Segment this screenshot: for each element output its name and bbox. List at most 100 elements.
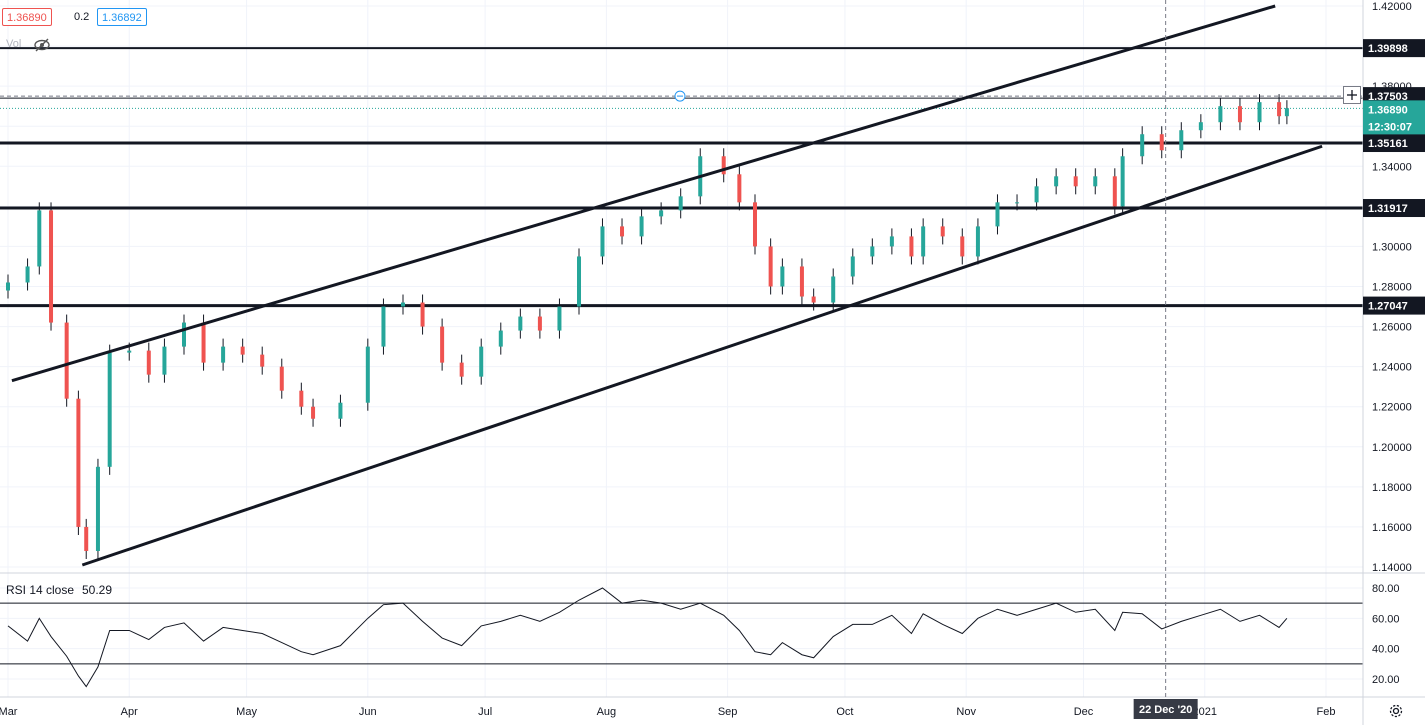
trendlines[interactable] <box>11 4 1323 567</box>
candle-up <box>1120 156 1125 207</box>
price-axis-tick-label: 1.34000 <box>1372 161 1412 173</box>
candle-down <box>279 366 284 391</box>
candle-down <box>201 322 206 363</box>
candle-down <box>146 350 151 375</box>
candle-up <box>381 306 386 347</box>
price-axis-tick-label: 1.18000 <box>1372 482 1412 494</box>
time-axis-tick-label: Nov <box>956 706 976 718</box>
candle-down <box>799 266 804 297</box>
candle-down <box>49 210 54 323</box>
level-price-label: 1.39898 <box>1368 43 1408 55</box>
candle-down <box>1277 102 1282 117</box>
rsi-axis-tick-label: 40.00 <box>1372 644 1400 656</box>
price-axis-tick-label: 1.24000 <box>1372 362 1412 374</box>
time-axis-tick-label: Dec <box>1074 706 1094 718</box>
price-labels: 1.39898 1.37503 1.35161 1.31917 1.27047 1.368… <box>1133 39 1425 719</box>
time-axis-tick-label: Aug <box>597 706 617 718</box>
candle-up <box>162 346 167 375</box>
candle-down <box>240 346 245 355</box>
candle-down <box>311 406 316 419</box>
candle-up <box>338 402 343 419</box>
candle-up <box>921 226 926 257</box>
time-axis-tick-label: Apr <box>121 706 138 718</box>
candle-down <box>1237 106 1242 123</box>
candle-down <box>620 226 625 237</box>
price-axis-tick-label: 1.16000 <box>1372 522 1412 534</box>
price-axis-tick-label: 1.28000 <box>1372 282 1412 294</box>
level-price-label: 1.27047 <box>1368 301 1408 313</box>
price-axis-tick-label: 1.20000 <box>1372 442 1412 454</box>
level-price-label: 1.37503 <box>1368 91 1408 103</box>
candle-down <box>537 316 542 331</box>
candle-up <box>1179 130 1184 151</box>
candle-down <box>1073 176 1078 187</box>
candle-up <box>1198 122 1203 131</box>
candle-down <box>459 362 464 377</box>
price-axis-tick-label: 1.30000 <box>1372 241 1412 253</box>
candle-down <box>811 296 816 303</box>
crosshair-date-label: 22 Dec '20 <box>1139 704 1192 716</box>
plus-icon[interactable] <box>1343 86 1361 104</box>
candle-up <box>557 306 562 331</box>
rsi-axis-tick-label: 20.00 <box>1372 674 1400 686</box>
candle-down <box>1159 134 1164 151</box>
candle-up <box>518 316 523 331</box>
last-price-label-bg <box>1363 100 1425 135</box>
candle-up <box>1054 176 1059 187</box>
level-price-label-bg <box>1363 296 1425 315</box>
rsi-line <box>7 587 1288 688</box>
candle-down <box>440 326 445 363</box>
candle-up <box>659 210 664 217</box>
candle-down <box>76 398 81 527</box>
ask-price-box[interactable]: 1.36892 <box>97 8 147 26</box>
candle-up <box>127 350 132 353</box>
candle-up <box>6 282 10 291</box>
candle-up <box>498 330 503 347</box>
price-axis-tick-label: 1.22000 <box>1372 402 1412 414</box>
candle-down <box>1112 176 1117 207</box>
candlestick-series <box>6 94 1289 559</box>
candle-up <box>577 256 582 307</box>
time-axis-tick-label: Oct <box>836 706 853 718</box>
bid-price-box[interactable]: 1.36890 <box>2 8 52 26</box>
rsi-indicator-title[interactable]: RSI 14 close <box>6 583 75 597</box>
eye-hidden-icon[interactable] <box>33 38 51 52</box>
candle-up <box>831 276 836 303</box>
candle-up <box>639 216 644 237</box>
price-axis-tick-label: 1.26000 <box>1372 322 1412 334</box>
horizontal-levels[interactable] <box>0 47 1363 308</box>
candle-up <box>25 266 30 283</box>
rsi-axis-tick-label: 80.00 <box>1372 583 1400 595</box>
candle-down <box>737 174 742 203</box>
last-price-label: 1.36890 <box>1368 104 1408 116</box>
candle-up <box>870 246 875 257</box>
candle-down <box>260 354 265 367</box>
candle-down <box>299 390 304 407</box>
level-price-label-bg <box>1363 199 1425 218</box>
candle-up <box>401 302 406 307</box>
candle-down <box>768 246 773 287</box>
candle-up <box>850 256 855 277</box>
candle-up <box>889 236 894 247</box>
gear-icon[interactable] <box>1388 703 1404 719</box>
rsi-indicator-value: 50.29 <box>82 583 113 597</box>
channel-trendline <box>11 4 1276 383</box>
time-axis-tick-label: Sep <box>718 706 738 718</box>
candle-up <box>95 466 100 551</box>
candle-up <box>1140 134 1145 157</box>
time-axis-tick-label: Feb <box>1317 706 1336 718</box>
candle-down <box>940 226 945 237</box>
time-axis-tick-label: Jul <box>478 706 492 718</box>
rsi-axis-tick-label: 60.00 <box>1372 613 1400 625</box>
candle-up <box>37 210 42 267</box>
candle-up <box>181 322 186 347</box>
channel-trendline <box>81 144 1323 567</box>
candle-up <box>678 196 683 211</box>
candle-up <box>365 346 370 403</box>
level-price-label-bg <box>1363 39 1425 58</box>
candle-down <box>84 526 89 551</box>
candle-up <box>995 202 1000 227</box>
price-axis-tick-label: 1.42000 <box>1372 1 1412 13</box>
rsi-panel <box>0 587 1363 688</box>
